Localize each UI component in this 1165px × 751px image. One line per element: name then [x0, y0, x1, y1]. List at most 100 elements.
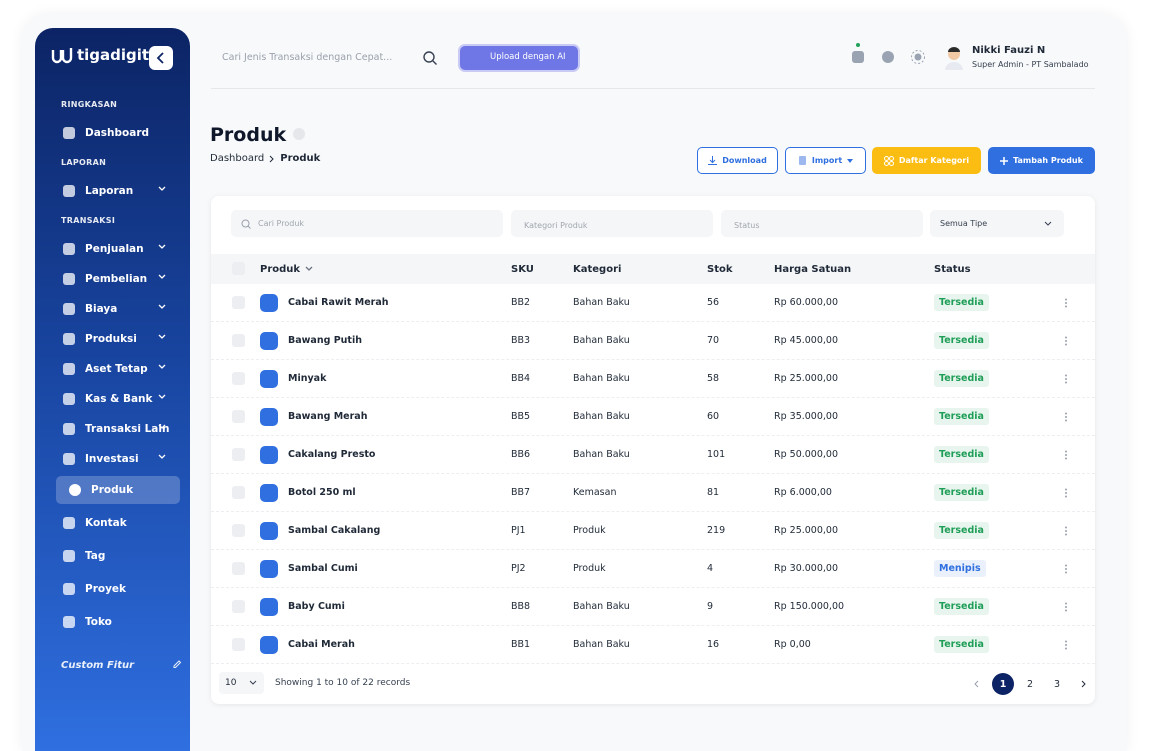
import-button[interactable]: Import [785, 147, 866, 174]
kebab-icon [1065, 412, 1067, 421]
row-checkbox[interactable] [232, 600, 245, 613]
product-icon [260, 446, 278, 464]
column-header-label: Kategori [573, 263, 622, 275]
product-icon [260, 522, 278, 540]
row-checkbox[interactable] [232, 296, 245, 309]
avatar[interactable] [944, 46, 964, 70]
price: Rp 150.000,00 [774, 601, 845, 612]
row-menu[interactable] [1064, 284, 1068, 321]
nav-label: Produksi [85, 333, 137, 345]
column-header: Kategori [573, 254, 621, 284]
kebab-icon [1065, 564, 1067, 573]
column-header[interactable]: Produk [260, 254, 313, 284]
nav-item[interactable]: Dashboard [35, 118, 190, 148]
product-name[interactable]: Cabai Rawit Merah [288, 297, 389, 308]
nav-label: Investasi [85, 453, 139, 465]
row-menu[interactable] [1064, 626, 1068, 663]
import-caret [847, 158, 854, 163]
product-name[interactable]: Cakalang Presto [288, 449, 376, 460]
nav-item[interactable]: Proyek [35, 572, 190, 605]
nav-item[interactable]: Laporan [35, 176, 190, 206]
row-checkbox[interactable] [232, 638, 245, 651]
collapse-button[interactable] [149, 46, 173, 70]
category-button[interactable]: Daftar Kategori [872, 147, 981, 174]
topbar-icons [852, 43, 925, 64]
page-button[interactable]: 3 [1053, 678, 1061, 690]
nav-label: Proyek [85, 582, 127, 595]
nav-item[interactable]: Penjualan [35, 234, 190, 264]
row-menu[interactable] [1064, 512, 1068, 549]
product-icon [260, 408, 278, 426]
column-header: Harga Satuan [774, 254, 851, 284]
page-button[interactable]: 1 [992, 673, 1014, 695]
nav-label: Produk [91, 484, 134, 496]
product-icon [260, 636, 278, 654]
page-size-select[interactable]: 10 [219, 672, 264, 694]
row-checkbox[interactable] [232, 448, 245, 461]
nav-icon [63, 582, 75, 595]
product-name[interactable]: Baby Cumi [288, 601, 345, 612]
row-menu[interactable] [1064, 322, 1068, 359]
breadcrumb-link[interactable]: Dashboard [210, 153, 265, 164]
sku: BB6 [511, 449, 531, 460]
product-name[interactable]: Sambal Cumi [288, 563, 358, 574]
header-checkbox[interactable] [232, 262, 245, 275]
row-checkbox[interactable] [232, 524, 245, 537]
stock: 58 [707, 373, 720, 384]
product-name[interactable]: Bawang Putih [288, 335, 362, 346]
type-filter[interactable]: Semua Tipe [930, 210, 1064, 237]
product-name[interactable]: Bawang Merah [288, 411, 368, 422]
row-menu[interactable] [1064, 550, 1068, 587]
nav-item[interactable]: Toko [35, 605, 190, 638]
product-name[interactable]: Cabai Merah [288, 639, 355, 650]
info-icon [293, 128, 306, 140]
row-menu[interactable] [1064, 474, 1068, 511]
logo[interactable]: tigadigit [51, 46, 149, 64]
kebab-icon [1065, 526, 1067, 535]
status-badge: Tersedia [934, 332, 989, 349]
custom-feature[interactable]: Custom Fitur [61, 658, 182, 671]
category-filter[interactable]: Kategori Produk [511, 210, 713, 237]
nav-item[interactable]: Tag [35, 539, 190, 572]
nav-item[interactable]: Kontak [35, 506, 190, 539]
add-product-button[interactable]: Tambah Produk [988, 147, 1095, 174]
nav-item[interactable]: Investasi [35, 444, 190, 474]
nav-item[interactable]: Transaksi Lain [35, 414, 190, 444]
product-icon [260, 560, 278, 578]
nav-item[interactable]: Kas & Bank [35, 384, 190, 414]
row-menu[interactable] [1064, 588, 1068, 625]
row-checkbox[interactable] [232, 562, 245, 575]
row-checkbox[interactable] [232, 486, 245, 499]
collapse-icon [156, 52, 164, 64]
nav-item[interactable]: Biaya [35, 294, 190, 324]
row-checkbox[interactable] [232, 410, 245, 423]
nav-item[interactable]: Aset Tetap [35, 354, 190, 384]
chevron [158, 244, 166, 249]
page-button[interactable]: 2 [1026, 678, 1034, 690]
product-name[interactable]: Minyak [288, 373, 327, 384]
stock: 9 [707, 601, 714, 612]
prev-page[interactable] [973, 680, 981, 688]
table-row: Cakalang Presto BB6 Bahan Baku 101 Rp 50.000… [211, 436, 1095, 474]
next-page[interactable] [1079, 680, 1087, 688]
ai-upload-button[interactable]: Upload dengan AI [460, 46, 578, 70]
status-cell: Tersedia [934, 360, 989, 397]
row-checkbox[interactable] [232, 334, 245, 347]
nav-item[interactable]: Produk [56, 476, 180, 504]
product-name[interactable]: Sambal Cakalang [288, 525, 381, 536]
status-badge: Tersedia [934, 598, 989, 615]
product-search[interactable]: Cari Produk [231, 210, 503, 237]
product-name[interactable]: Botol 250 ml [288, 487, 356, 498]
row-menu[interactable] [1064, 436, 1068, 473]
status-cell: Tersedia [934, 626, 989, 663]
global-search[interactable]: Cari Jenis Transaksi dengan Cepat... [211, 43, 451, 73]
nav-item[interactable]: Produksi [35, 324, 190, 354]
row-menu[interactable] [1064, 360, 1068, 397]
download-button[interactable]: Download [697, 147, 778, 174]
row-checkbox[interactable] [232, 372, 245, 385]
nav-label: Kontak [85, 516, 127, 529]
status-filter[interactable]: Status [721, 210, 923, 237]
table-row: Minyak BB4 Bahan Baku 58 Rp 25.000,00 Tersedi… [211, 360, 1095, 398]
row-menu[interactable] [1064, 398, 1068, 435]
nav-item[interactable]: Pembelian [35, 264, 190, 294]
